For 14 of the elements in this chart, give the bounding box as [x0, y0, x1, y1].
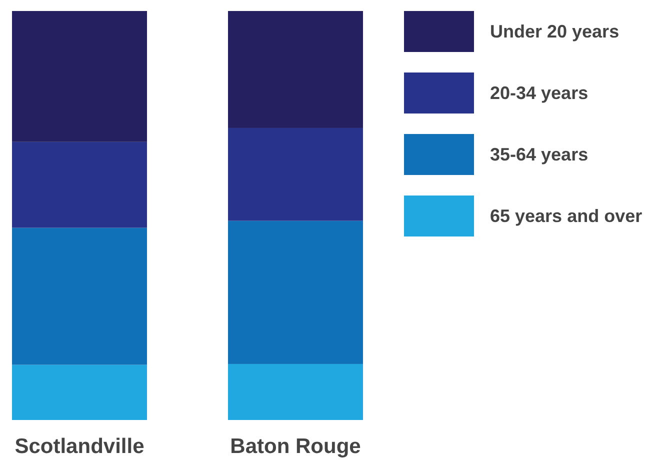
bar [228, 220, 363, 364]
bar [228, 11, 363, 128]
bar [12, 228, 147, 365]
bar [228, 364, 363, 420]
bar [12, 142, 147, 228]
legend-label: 35-64 years [490, 144, 588, 164]
x-tick-label: Scotlandville [14, 435, 144, 458]
legend-label: Under 20 years [490, 22, 620, 42]
x-tick-label: Baton Rouge [230, 435, 361, 458]
bar [228, 128, 363, 221]
bar [12, 11, 147, 142]
legend-label: 65 years and over [490, 206, 642, 226]
legend-label: 20-34 years [490, 83, 588, 103]
bar [12, 364, 147, 420]
